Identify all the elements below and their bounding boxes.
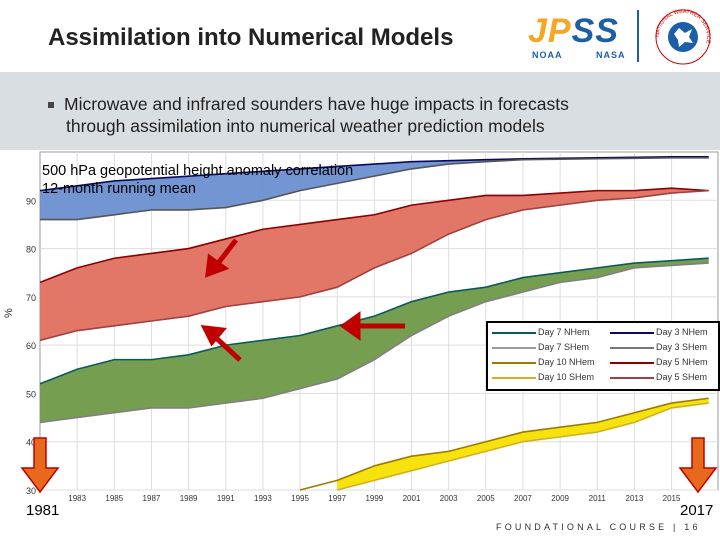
- red-arrow-day7: [200, 324, 242, 362]
- legend-item: Day 7 SHem: [490, 341, 600, 353]
- year-end-label: 2017: [680, 502, 714, 519]
- y-tick-label: 70: [26, 293, 36, 303]
- legend-item: Day 10 SHem: [490, 371, 600, 383]
- red-arrow-day5: [205, 238, 238, 278]
- series-day-3-shem: [40, 156, 709, 221]
- logo-divider: [637, 10, 639, 62]
- series-day-7-shem: [39, 262, 709, 424]
- nasa-label: NASA: [596, 50, 626, 60]
- annotation-arrows: [20, 238, 718, 494]
- fill-day-3-nhem: [40, 156, 709, 220]
- fill-day-10-nhem: [337, 398, 709, 490]
- x-tick-label: 1993: [254, 494, 272, 503]
- series-day-3-nhem: [39, 156, 709, 192]
- x-tick-label: 1997: [328, 494, 346, 503]
- x-tick-label: 2015: [663, 494, 681, 503]
- legend-item: Day 5 SHem: [608, 371, 718, 383]
- x-tick-label: 2003: [440, 494, 458, 503]
- y-tick-label: 30: [26, 486, 36, 496]
- bullet-line-1: Microwave and infrared sounders have hug…: [64, 94, 569, 114]
- x-tick-label: 1985: [105, 494, 123, 503]
- legend-label: Day 7 SHem: [538, 342, 590, 352]
- legend-label: Day 3 SHem: [656, 342, 708, 352]
- chart-fills: [40, 156, 709, 490]
- chart-title: 500 hPa geopotential height anomaly corr…: [42, 162, 353, 198]
- red-arrow-day10: [339, 311, 405, 341]
- jpss-logo-text: JPSS: [528, 12, 619, 50]
- chart-lines: [39, 156, 709, 491]
- fill-day-7-nhem: [40, 258, 709, 423]
- x-tick-label: 2005: [477, 494, 495, 503]
- y-tick-label: 90: [26, 196, 36, 206]
- fill-day-5-nhem: [40, 188, 709, 341]
- legend-swatch: [610, 332, 654, 334]
- series-day-10-shem: [337, 402, 709, 491]
- year-start-label: 1981: [26, 502, 60, 519]
- legend-label: Day 5 SHem: [656, 372, 708, 382]
- legend-swatch: [492, 377, 536, 379]
- legend-label: Day 5 NHem: [656, 357, 708, 367]
- legend-label: Day 3 NHem: [656, 327, 708, 337]
- series-day-5-nhem: [39, 187, 709, 284]
- legend-swatch: [492, 332, 536, 334]
- legend-swatch: [492, 362, 536, 364]
- bullet-line-2: through assimilation into numerical weat…: [66, 116, 545, 136]
- footer-text: FOUNDATIONAL COURSE | 16: [496, 522, 701, 532]
- series-day-10-nhem: [299, 397, 709, 491]
- x-tick-labels: 1983 1985 1987 1989 1991 1993 1995 1997 1999 2001…: [68, 494, 681, 503]
- y-tick-label: 80: [26, 245, 36, 255]
- bullet-square-icon: [48, 102, 54, 109]
- x-tick-label: 2011: [589, 494, 607, 503]
- legend-label: Day 7 NHem: [538, 327, 590, 337]
- x-tick-label: 1987: [143, 494, 161, 503]
- x-tick-label: 2013: [626, 494, 644, 503]
- bullet-text: Microwave and infrared sounders have hug…: [48, 93, 688, 137]
- x-tick-label: 2007: [514, 494, 532, 503]
- y-tick-label: 40: [26, 438, 36, 448]
- legend-item: Day 7 NHem: [490, 326, 600, 338]
- x-tick-label: 1991: [217, 494, 235, 503]
- legend-label: Day 10 NHem: [538, 357, 595, 367]
- x-tick-label: 2009: [551, 494, 569, 503]
- nws-logo-icon: NATIONAL WEATHER SERVICE: [655, 9, 711, 65]
- y-axis-label: %: [3, 308, 15, 318]
- legend-swatch: [610, 377, 654, 379]
- bullet-band: [0, 72, 720, 150]
- noaa-label: NOAA: [532, 50, 563, 60]
- orange-arrow-start: [20, 437, 60, 494]
- y-tick-label: 60: [26, 341, 36, 351]
- legend-swatch: [610, 362, 654, 364]
- jpss-logo: JPSS NOAA NASA: [524, 12, 634, 64]
- legend-item: Day 5 NHem: [608, 356, 718, 368]
- chart-title-line-1: 500 hPa geopotential height anomaly corr…: [42, 163, 354, 179]
- chart-subtitle: 12-month running mean: [42, 181, 196, 197]
- slide-title: Assimilation into Numerical Models: [48, 24, 454, 51]
- legend-item: Day 3 SHem: [608, 341, 718, 353]
- x-tick-label: 2001: [403, 494, 421, 503]
- orange-arrow-end: [678, 437, 718, 494]
- x-tick-label: 1995: [291, 494, 309, 503]
- x-tick-label: 1999: [365, 494, 383, 503]
- series-day-5-shem: [39, 189, 709, 342]
- x-tick-label: 1983: [68, 494, 86, 503]
- legend-label: Day 10 SHem: [538, 372, 595, 382]
- y-tick-label: 50: [26, 389, 36, 399]
- legend-swatch: [492, 347, 536, 349]
- chart-legend: Day 7 NHem Day 3 NHem Day 7 SHem Day 3 SHem…: [486, 321, 720, 391]
- y-tick-labels: 30 40 50 60 70 80 90: [26, 196, 36, 496]
- legend-item: Day 10 NHem: [490, 356, 600, 368]
- legend-swatch: [610, 347, 654, 349]
- series-day-7-nhem: [39, 257, 709, 385]
- x-tick-label: 1989: [180, 494, 198, 503]
- legend-item: Day 3 NHem: [608, 326, 718, 338]
